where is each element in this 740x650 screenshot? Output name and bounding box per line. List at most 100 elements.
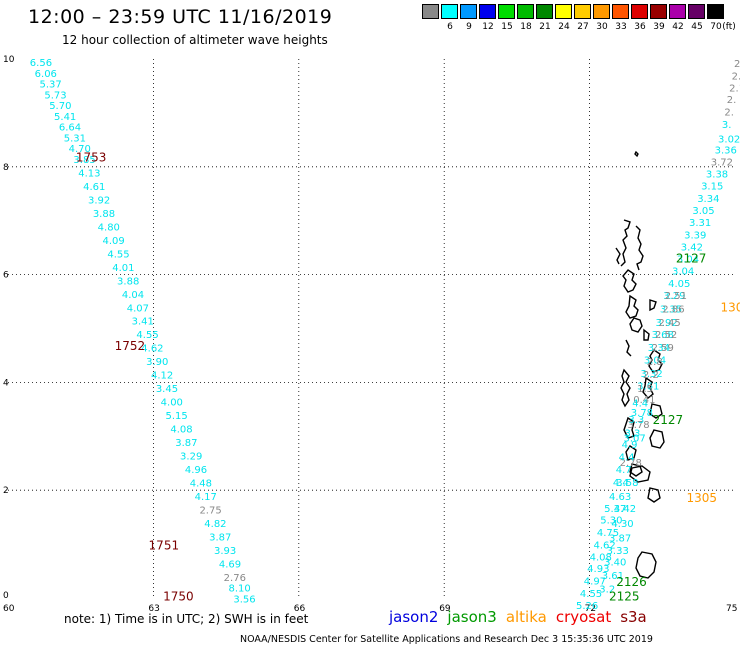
wave-height-value: 3.61 <box>637 381 659 392</box>
wave-height-value: 4.08 <box>590 552 612 563</box>
wave-height-value: 4.9 <box>622 440 638 451</box>
wave-height-value: 4.97 <box>584 577 606 588</box>
grid-lines <box>8 59 735 598</box>
pass-number-label: 2127 <box>676 252 707 266</box>
wave-height-value: 3.32 <box>640 369 662 380</box>
wave-height-value: 6.64 <box>59 123 81 134</box>
wave-height-value: 3.88 <box>117 276 139 287</box>
wave-height-value: 3.29 <box>180 451 202 462</box>
wave-height-value: 3.34 <box>697 194 719 205</box>
wave-height-value: 3.31 <box>689 218 711 229</box>
wave-height-value: 2.78 <box>620 458 642 469</box>
coastline-maldives <box>615 150 665 579</box>
wave-height-value: 3.34 <box>648 343 670 354</box>
lon-tick-label: 60 <box>3 604 15 614</box>
wave-height-value: 5.30 <box>600 516 622 527</box>
pass-number-label: 1750 <box>163 590 194 604</box>
wave-height-value: 4.13 <box>78 169 100 180</box>
wave-height-value: 3.33 <box>607 546 629 557</box>
wave-height-value: 3.56 <box>233 594 255 605</box>
wave-height-value: 3.2 <box>599 585 615 596</box>
wave-height-value: 4.62 <box>593 540 615 551</box>
wave-height-value: 3.04 <box>644 356 666 367</box>
wave-height-value: 3.92 <box>88 195 110 206</box>
legend-label: 39 <box>653 22 665 32</box>
legend-swatch <box>479 4 496 19</box>
wave-height-value: 4.61 <box>83 182 105 193</box>
legend-label: 30 <box>596 22 608 32</box>
wave-height-value: 4.7 <box>616 465 632 476</box>
wave-height-value: 3.04 <box>677 255 699 266</box>
wave-height-value: 4.48 <box>190 478 212 489</box>
wave-height-value: 3.45 <box>156 384 178 395</box>
wave-height-value: 3.40 <box>604 558 626 569</box>
wave-height-value: 3.41 <box>132 317 154 328</box>
wave-height-value: 3.15 <box>701 181 723 192</box>
wave-height-value: 3.42 <box>681 242 703 253</box>
lon-tick-label: 66 <box>294 604 306 614</box>
wave-height-value: 4.12 <box>151 371 173 382</box>
wave-height-value: 4.00 <box>161 398 183 409</box>
legend-label: 42 <box>672 22 684 32</box>
wave-height-value: 4.07 <box>127 303 149 314</box>
wave-height-value: 4.55 <box>580 589 602 600</box>
legend-swatch <box>669 4 686 19</box>
wave-height-value: 2.86 <box>662 304 684 315</box>
wave-height-value: 4.62 <box>141 344 163 355</box>
wave-height-value: 3.72 <box>711 158 733 169</box>
wave-height-value: 5.41 <box>54 112 76 123</box>
legend-label: 27 <box>577 22 589 32</box>
wave-height-value: 3.38 <box>706 170 728 181</box>
legend-swatch <box>498 4 515 19</box>
wave-height-value: 5.37 <box>40 80 62 91</box>
wave-height-value: 4.75 <box>597 528 619 539</box>
legend-swatch <box>555 4 572 19</box>
lon-tick-label: 69 <box>439 604 451 614</box>
satellite-legend: jason2 jason3 altika cryosat s3a <box>389 608 656 626</box>
wave-height-value: 2.2 <box>643 370 659 381</box>
pass-number-label: 2125 <box>609 590 640 604</box>
wave-height-value: 3.61 <box>602 571 624 582</box>
wave-height-value: 6.06 <box>35 69 57 80</box>
wave-height-value: 3. <box>722 120 732 131</box>
wave-height-value: 3.90 <box>146 357 168 368</box>
wave-height-value: 2.76 <box>224 573 246 584</box>
wave-height-value: 3.3 <box>624 428 640 439</box>
legend-label: 18 <box>520 22 532 32</box>
pass-number-label: 1751 <box>149 538 180 552</box>
wave-height-value: 2.8 <box>647 357 663 368</box>
legend-label: 70 <box>710 22 722 32</box>
satellite-name: jason3 <box>447 608 497 626</box>
wave-height-value: 4.17 <box>195 492 217 503</box>
wave-height-value: 4.4 <box>619 453 635 464</box>
map-subtitle: 12 hour collection of altimeter wave hei… <box>62 33 328 47</box>
wave-height-value: 8.10 <box>229 584 251 595</box>
wave-height-value: 4.82 <box>204 519 226 530</box>
legend-label: 9 <box>466 22 472 32</box>
map-title: 12:00 – 23:59 UTC 11/16/2019 <box>28 6 333 28</box>
wave-height-value: 5.26 <box>576 601 598 612</box>
wave-height-value: 2.52 <box>655 330 677 341</box>
legend-label: 45 <box>691 22 703 32</box>
wave-height-value: 4.04 <box>122 290 144 301</box>
wave-height-value: 3.68 <box>652 330 674 341</box>
wave-height-value: 4.01 <box>112 263 134 274</box>
wave-height-value: 3.58 <box>616 478 638 489</box>
legend-swatch <box>517 4 534 19</box>
wave-height-value: 3.78 <box>631 408 653 419</box>
legend-unit: (ft) <box>722 22 736 32</box>
wave-height-value: 4.30 <box>611 519 633 530</box>
wave-height-value: 4.42 <box>614 504 636 515</box>
legend-swatch <box>536 4 553 19</box>
legend-label: 36 <box>634 22 646 32</box>
wave-height-value: 2.75 <box>199 505 221 516</box>
wave-height-value: 3.07 <box>624 434 646 445</box>
satellite-name: jason2 <box>389 608 439 626</box>
wave-height-value: 2. <box>732 71 740 82</box>
legend-swatch <box>460 4 477 19</box>
lon-tick-label: 72 <box>585 604 596 614</box>
legend-swatch <box>441 4 458 19</box>
wave-height-value: 3.87 <box>175 438 197 449</box>
wave-height-value: 1.5 <box>637 384 653 395</box>
